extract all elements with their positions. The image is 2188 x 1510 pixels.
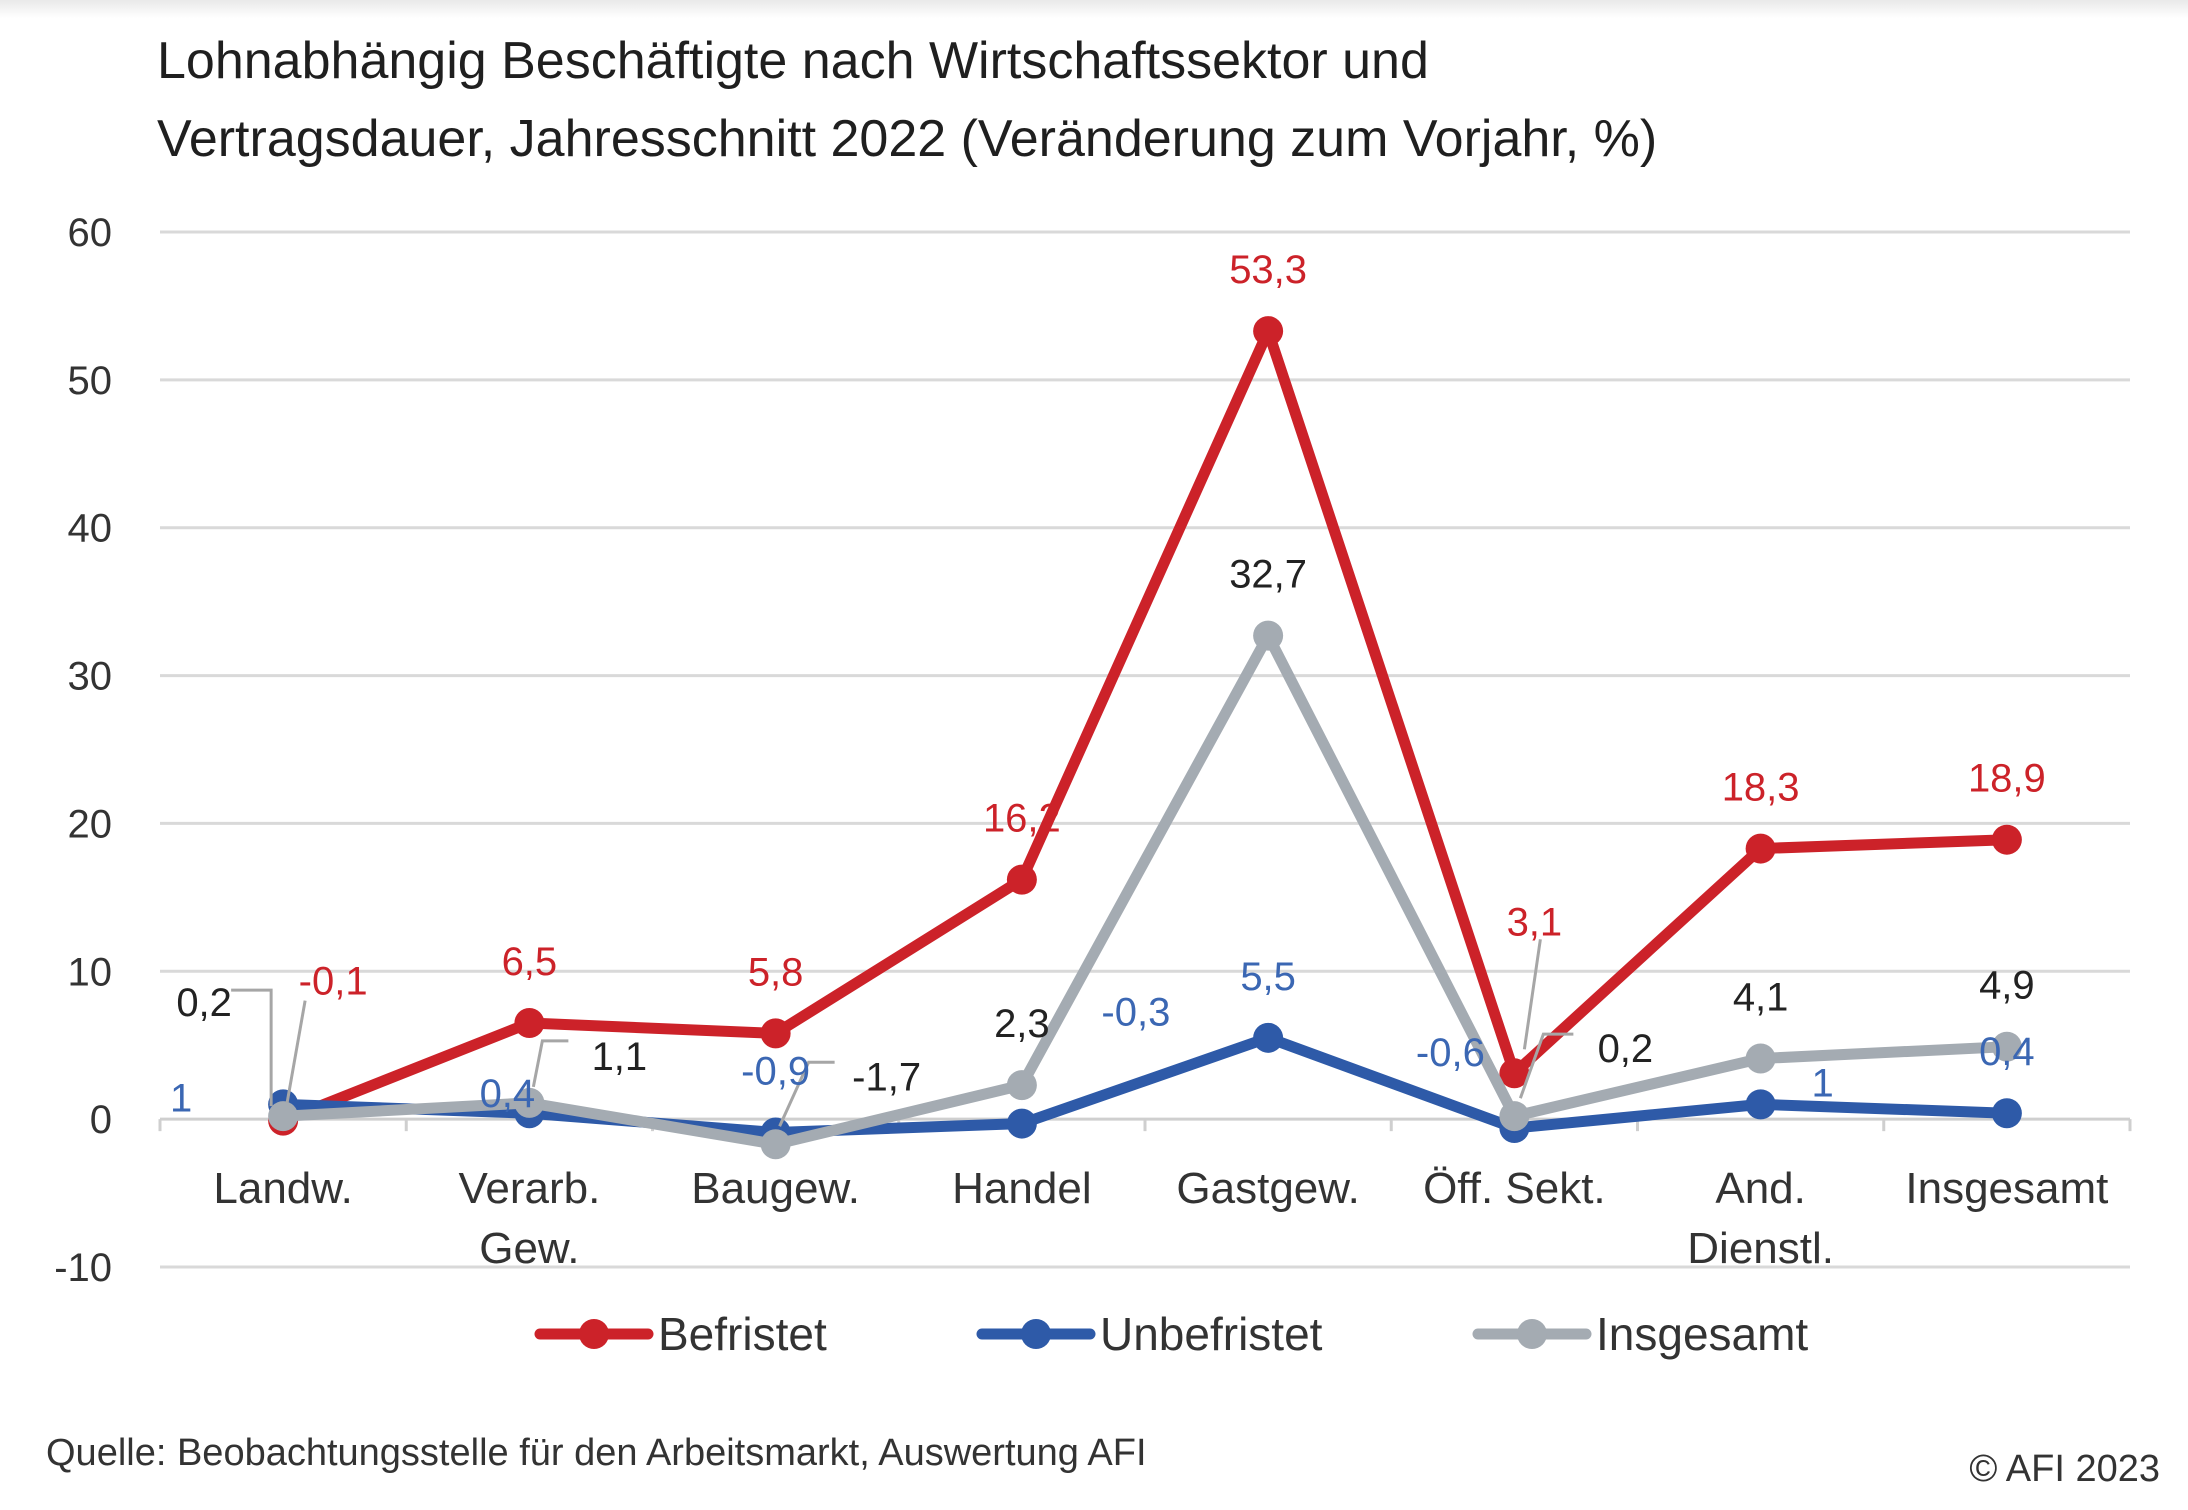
data-label-befristet: -0,1	[299, 960, 368, 1004]
y-axis-ticks: -10 0 10 20 30 40 50 60	[54, 211, 112, 1290]
copyright-note: © AFI 2023	[1969, 1448, 2160, 1490]
legend-item-unbefristet[interactable]: Unbefristet	[976, 1308, 1323, 1360]
data-point-befristet[interactable]	[1253, 316, 1284, 347]
label-leader-line	[1522, 939, 1542, 1050]
label-leader-line	[1518, 1032, 1574, 1099]
data-label-insgesamt: 32,7	[1229, 553, 1307, 597]
data-label-unbefristet: -0,6	[1416, 1031, 1485, 1075]
data-point-befristet[interactable]	[1991, 824, 2022, 855]
legend-swatch-marker	[579, 1319, 609, 1349]
source-note: Quelle: Beobachtungsstelle für den Arbei…	[46, 1432, 1147, 1474]
top-shade	[0, 0, 2188, 18]
data-point-insgesamt[interactable]	[1253, 620, 1284, 651]
data-label-befristet: 53,3	[1229, 248, 1307, 292]
data-label-insgesamt: 2,3	[994, 1002, 1050, 1046]
y-tick-label: 20	[68, 802, 113, 846]
data-point-unbefristet[interactable]	[1253, 1022, 1284, 1053]
data-point-insgesamt[interactable]	[760, 1129, 791, 1160]
data-label-befristet: 18,3	[1722, 766, 1800, 810]
legend[interactable]: Befristet Unbefristet Insgesamt	[534, 1308, 1808, 1360]
data-label-insgesamt: 0,2	[1598, 1027, 1654, 1071]
x-tick-label: And.	[1715, 1164, 1806, 1213]
data-point-befristet[interactable]	[1745, 833, 1776, 864]
legend-label: Insgesamt	[1596, 1308, 1808, 1360]
data-labels: -0,1 6,5 5,8 16,2 53,3 3,1 18,3 18,9 1 0,4 -0,9 -0,…	[170, 248, 2046, 1127]
data-label-befristet: 18,9	[1968, 757, 2046, 801]
data-point-befristet[interactable]	[1499, 1058, 1530, 1089]
label-leader-line	[285, 1000, 307, 1103]
data-label-befristet: 16,2	[983, 797, 1061, 841]
x-axis-ticks: Landw. Verarb. Gew. Baugew. Handel Gastgew. Öf…	[158, 1119, 2132, 1273]
data-label-unbefristet: 1	[170, 1076, 192, 1120]
y-tick-label: 50	[68, 359, 113, 403]
data-label-unbefristet: 0,4	[1979, 1030, 2035, 1074]
label-leader-line	[231, 988, 273, 1107]
data-point-insgesamt[interactable]	[268, 1101, 299, 1132]
x-tick-label: Insgesamt	[1905, 1164, 2108, 1213]
y-tick-label: 30	[68, 655, 113, 699]
y-tick-label: -10	[54, 1246, 112, 1290]
chart-title: Lohnabhängig Beschäftigte nach Wirtschaf…	[157, 22, 2057, 178]
y-tick-label: 0	[90, 1098, 112, 1142]
data-label-insgesamt: 4,1	[1733, 976, 1789, 1020]
data-label-befristet: 3,1	[1507, 900, 1563, 944]
data-point-befristet[interactable]	[760, 1018, 791, 1049]
data-label-unbefristet: 5,5	[1240, 955, 1296, 999]
label-leader-line	[778, 1060, 835, 1127]
legend-label: Unbefristet	[1100, 1308, 1323, 1360]
legend-swatch-marker	[1517, 1319, 1547, 1349]
x-tick-label: Gew.	[479, 1224, 579, 1273]
data-point-insgesamt[interactable]	[1006, 1070, 1037, 1101]
data-label-unbefristet: -0,3	[1101, 991, 1170, 1035]
line-chart: -10 0 10 20 30 40 50 60 Landw. Verarb. Gew. Baugew…	[54, 211, 2132, 1360]
legend-swatch-marker	[1021, 1319, 1051, 1349]
data-label-unbefristet: 1	[1812, 1061, 1834, 1105]
data-label-insgesamt: -1,7	[852, 1055, 921, 1099]
series-line-insgesamt	[277, 630, 2013, 1150]
x-tick-label: Landw.	[213, 1164, 352, 1213]
data-point-unbefristet[interactable]	[1745, 1089, 1776, 1120]
y-tick-label: 60	[68, 211, 113, 255]
y-tick-label: 40	[68, 507, 113, 551]
x-tick-label: Öff. Sekt.	[1423, 1164, 1606, 1213]
legend-label: Befristet	[658, 1308, 827, 1360]
gridlines	[160, 230, 2130, 1269]
data-point-insgesamt[interactable]	[1991, 1031, 2022, 1062]
x-tick-label: Verarb.	[458, 1164, 600, 1213]
data-label-unbefristet: 0,4	[480, 1072, 536, 1116]
legend-item-befristet[interactable]: Befristet	[534, 1308, 827, 1360]
y-tick-label: 10	[68, 950, 113, 994]
data-label-insgesamt: 1,1	[592, 1035, 648, 1079]
label-leader-line	[531, 1039, 569, 1088]
chart-title-line2: Vertragsdauer, Jahresschnitt 2022 (Verän…	[157, 110, 1658, 168]
data-point-unbefristet[interactable]	[1006, 1108, 1037, 1139]
data-point-insgesamt[interactable]	[1499, 1101, 1530, 1132]
x-tick-label: Baugew.	[691, 1164, 860, 1213]
data-label-insgesamt: 4,9	[1979, 964, 2035, 1008]
data-point-befristet[interactable]	[1006, 864, 1037, 895]
data-point-insgesamt[interactable]	[1745, 1043, 1776, 1074]
data-label-befristet: 5,8	[748, 950, 804, 994]
data-label-unbefristet: -0,9	[741, 1049, 810, 1093]
series-line-befristet	[277, 325, 2013, 1127]
x-tick-label: Gastgew.	[1176, 1164, 1359, 1213]
data-point-unbefristet[interactable]	[1991, 1098, 2022, 1129]
data-label-befristet: 6,5	[502, 940, 558, 984]
data-point-insgesamt[interactable]	[514, 1087, 545, 1118]
data-point-befristet[interactable]	[514, 1008, 545, 1039]
chart-title-line1: Lohnabhängig Beschäftigte nach Wirtschaf…	[157, 32, 1429, 90]
legend-item-insgesamt[interactable]: Insgesamt	[1472, 1308, 1808, 1360]
x-tick-label: Handel	[952, 1164, 1091, 1213]
series-group	[268, 316, 2022, 1160]
x-tick-label: Dienstl.	[1687, 1224, 1834, 1273]
series-line-unbefristet	[277, 1032, 2013, 1138]
data-label-insgesamt: 0,2	[176, 981, 232, 1025]
